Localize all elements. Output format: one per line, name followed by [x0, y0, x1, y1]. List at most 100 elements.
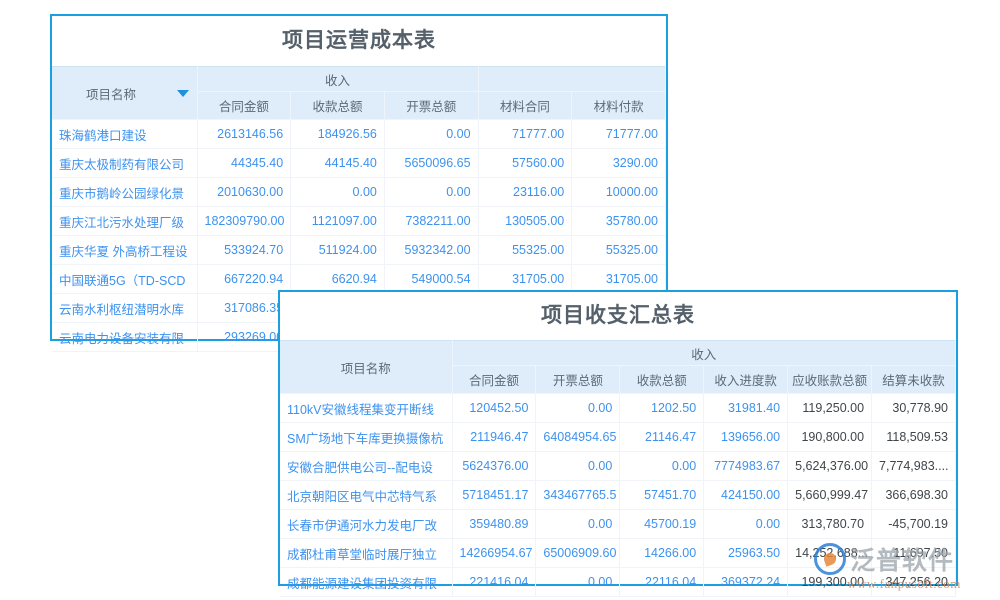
cost-col-4[interactable]: 材料付款 [571, 91, 666, 120]
cost-col-0[interactable]: 合同金额 [197, 91, 292, 120]
cell-结算未收款[interactable]: 30,778.90 [871, 393, 956, 423]
cell-开票总额[interactable]: 5650096.65 [384, 148, 479, 178]
cell-收款总额[interactable]: 45700.19 [619, 509, 705, 539]
cell-开票总额[interactable]: 0.00 [535, 567, 621, 597]
cell-合同金额[interactable]: 44345.40 [197, 148, 292, 178]
cell-收入进度款[interactable]: 139656.00 [703, 422, 789, 452]
cell-开票总额[interactable]: 0.00 [535, 393, 621, 423]
cell-收入进度款[interactable]: 25963.50 [703, 538, 789, 568]
cell-材料合同[interactable]: 71777.00 [478, 119, 573, 149]
cell-材料合同[interactable]: 130505.00 [478, 206, 573, 236]
cell-开票总额[interactable]: 549000.54 [384, 264, 479, 294]
cell-收入进度款[interactable]: 7774983.67 [703, 451, 789, 481]
cell-project-name[interactable]: 重庆市鹅岭公园绿化景 [52, 177, 198, 207]
table-row[interactable]: SM广场地下车库更换摄像杭 211946.47 64084954.65 21146.4… [280, 422, 956, 452]
table-row[interactable]: 重庆太极制药有限公司 44345.40 44145.40 5650096.65 5756… [52, 148, 666, 178]
table-row[interactable]: 重庆江北污水处理厂级 182309790.00 1121097.00 7382211.… [52, 206, 666, 236]
summary-col-2[interactable]: 收款总额 [619, 365, 705, 394]
cell-应收账款总额[interactable]: 14,252,688... [787, 538, 873, 568]
cell-project-name[interactable]: 云南电力设备安装有限 [52, 322, 198, 352]
cell-project-name[interactable]: SM广场地下车库更换摄像杭 [280, 422, 453, 452]
cell-结算未收款[interactable]: 366,698.30 [871, 480, 956, 510]
cell-材料付款[interactable]: 10000.00 [571, 177, 666, 207]
cell-开票总额[interactable]: 0.00 [535, 509, 621, 539]
cost-col-project-name[interactable]: 项目名称 [52, 66, 170, 120]
summary-col-1[interactable]: 开票总额 [535, 365, 621, 394]
cell-project-name[interactable]: 珠海鹤港口建设 [52, 119, 198, 149]
cell-收款总额[interactable]: 57451.70 [619, 480, 705, 510]
cell-project-name[interactable]: 北京朝阳区电气中芯特气系 [280, 480, 453, 510]
cell-收款总额[interactable]: 1121097.00 [290, 206, 385, 236]
table-row[interactable]: 中国联通5G（TD-SCD 667220.94 6620.94 549000.54 31… [52, 264, 666, 294]
cell-合同金额[interactable]: 221416.04 [452, 567, 537, 597]
cell-开票总额[interactable]: 0.00 [535, 451, 621, 481]
cell-收款总额[interactable]: 22116.04 [619, 567, 705, 597]
cell-project-name[interactable]: 云南水利枢纽潜明水库 [52, 293, 198, 323]
cell-合同金额[interactable]: 293269.00 [197, 322, 292, 352]
cell-合同金额[interactable]: 5624376.00 [452, 451, 537, 481]
cell-project-name[interactable]: 中国联通5G（TD-SCD [52, 264, 198, 294]
cell-收款总额[interactable]: 1202.50 [619, 393, 705, 423]
table-row[interactable]: 北京朝阳区电气中芯特气系 5718451.17 343467765.5 57451.7… [280, 480, 956, 510]
cell-project-name[interactable]: 重庆太极制药有限公司 [52, 148, 198, 178]
cell-合同金额[interactable]: 2010630.00 [197, 177, 292, 207]
table-row[interactable]: 安徽合肥供电公司--配电设 5624376.00 0.00 0.00 7774983.6… [280, 451, 956, 481]
cell-收款总额[interactable]: 0.00 [290, 177, 385, 207]
cell-合同金额[interactable]: 211946.47 [452, 422, 537, 452]
cell-收款总额[interactable]: 44145.40 [290, 148, 385, 178]
cell-开票总额[interactable]: 0.00 [384, 119, 479, 149]
cell-合同金额[interactable]: 120452.50 [452, 393, 537, 423]
caret-down-icon[interactable] [177, 90, 190, 98]
cell-project-name[interactable]: 重庆江北污水处理厂级 [52, 206, 198, 236]
cell-project-name[interactable]: 安徽合肥供电公司--配电设 [280, 451, 453, 481]
cell-合同金额[interactable]: 667220.94 [197, 264, 292, 294]
cell-收款总额[interactable]: 21146.47 [619, 422, 705, 452]
cell-合同金额[interactable]: 317086.35 [197, 293, 292, 323]
cell-应收账款总额[interactable]: 119,250.00 [787, 393, 873, 423]
cell-收款总额[interactable]: 6620.94 [290, 264, 385, 294]
summary-col-5[interactable]: 结算未收款 [871, 365, 956, 394]
cell-收入进度款[interactable]: 424150.00 [703, 480, 789, 510]
cell-材料合同[interactable]: 55325.00 [478, 235, 573, 265]
cell-project-name[interactable]: 成都杜甫草堂临时展厅独立 [280, 538, 453, 568]
table-row[interactable]: 长春市伊通河水力发电厂改 359480.89 0.00 45700.19 0.00 313… [280, 509, 956, 539]
summary-col-project-name[interactable]: 项目名称 [280, 340, 453, 394]
cell-收款总额[interactable]: 184926.56 [290, 119, 385, 149]
cell-结算未收款[interactable]: -45,700.19 [871, 509, 956, 539]
cell-收入进度款[interactable]: 369372.24 [703, 567, 789, 597]
cell-合同金额[interactable]: 533924.70 [197, 235, 292, 265]
cell-材料付款[interactable]: 55325.00 [571, 235, 666, 265]
cell-project-name[interactable]: 长春市伊通河水力发电厂改 [280, 509, 453, 539]
cell-开票总额[interactable]: 0.00 [384, 177, 479, 207]
cell-应收账款总额[interactable]: 5,660,999.47 [787, 480, 873, 510]
cell-结算未收款[interactable]: 11,697.50 [871, 538, 956, 568]
cell-合同金额[interactable]: 359480.89 [452, 509, 537, 539]
cell-应收账款总额[interactable]: 313,780.70 [787, 509, 873, 539]
cell-project-name[interactable]: 成都能源建设集团投资有限 [280, 567, 453, 597]
summary-col-4[interactable]: 应收账款总额 [787, 365, 873, 394]
cell-材料付款[interactable]: 35780.00 [571, 206, 666, 236]
cell-材料付款[interactable]: 3290.00 [571, 148, 666, 178]
cell-结算未收款[interactable]: 7,774,983.... [871, 451, 956, 481]
cost-col-2[interactable]: 开票总额 [384, 91, 479, 120]
table-row[interactable]: 成都杜甫草堂临时展厅独立 14266954.67 65006909.60 14266.… [280, 538, 956, 568]
cell-收款总额[interactable]: 511924.00 [290, 235, 385, 265]
cell-材料付款[interactable]: 71777.00 [571, 119, 666, 149]
cost-col-3[interactable]: 材料合同 [478, 91, 573, 120]
summary-col-0[interactable]: 合同金额 [452, 365, 537, 394]
cell-应收账款总额[interactable]: 199,300.00 [787, 567, 873, 597]
cell-应收账款总额[interactable]: 190,800.00 [787, 422, 873, 452]
cell-材料合同[interactable]: 57560.00 [478, 148, 573, 178]
cell-开票总额[interactable]: 7382211.00 [384, 206, 479, 236]
cell-合同金额[interactable]: 14266954.67 [452, 538, 537, 568]
table-row[interactable]: 成都能源建设集团投资有限 221416.04 0.00 22116.04 369372.… [280, 567, 956, 597]
cost-sort-caret-cell[interactable] [170, 66, 198, 120]
cell-project-name[interactable]: 重庆华夏 外高桥工程设 [52, 235, 198, 265]
cell-收款总额[interactable]: 14266.00 [619, 538, 705, 568]
cell-合同金额[interactable]: 5718451.17 [452, 480, 537, 510]
table-row[interactable]: 110kV安徽线程集变开断线 120452.50 0.00 1202.50 31981.… [280, 393, 956, 423]
cell-结算未收款[interactable]: 118,509.53 [871, 422, 956, 452]
cell-开票总额[interactable]: 64084954.65 [535, 422, 621, 452]
cell-收入进度款[interactable]: 31981.40 [703, 393, 789, 423]
summary-col-3[interactable]: 收入进度款 [703, 365, 789, 394]
